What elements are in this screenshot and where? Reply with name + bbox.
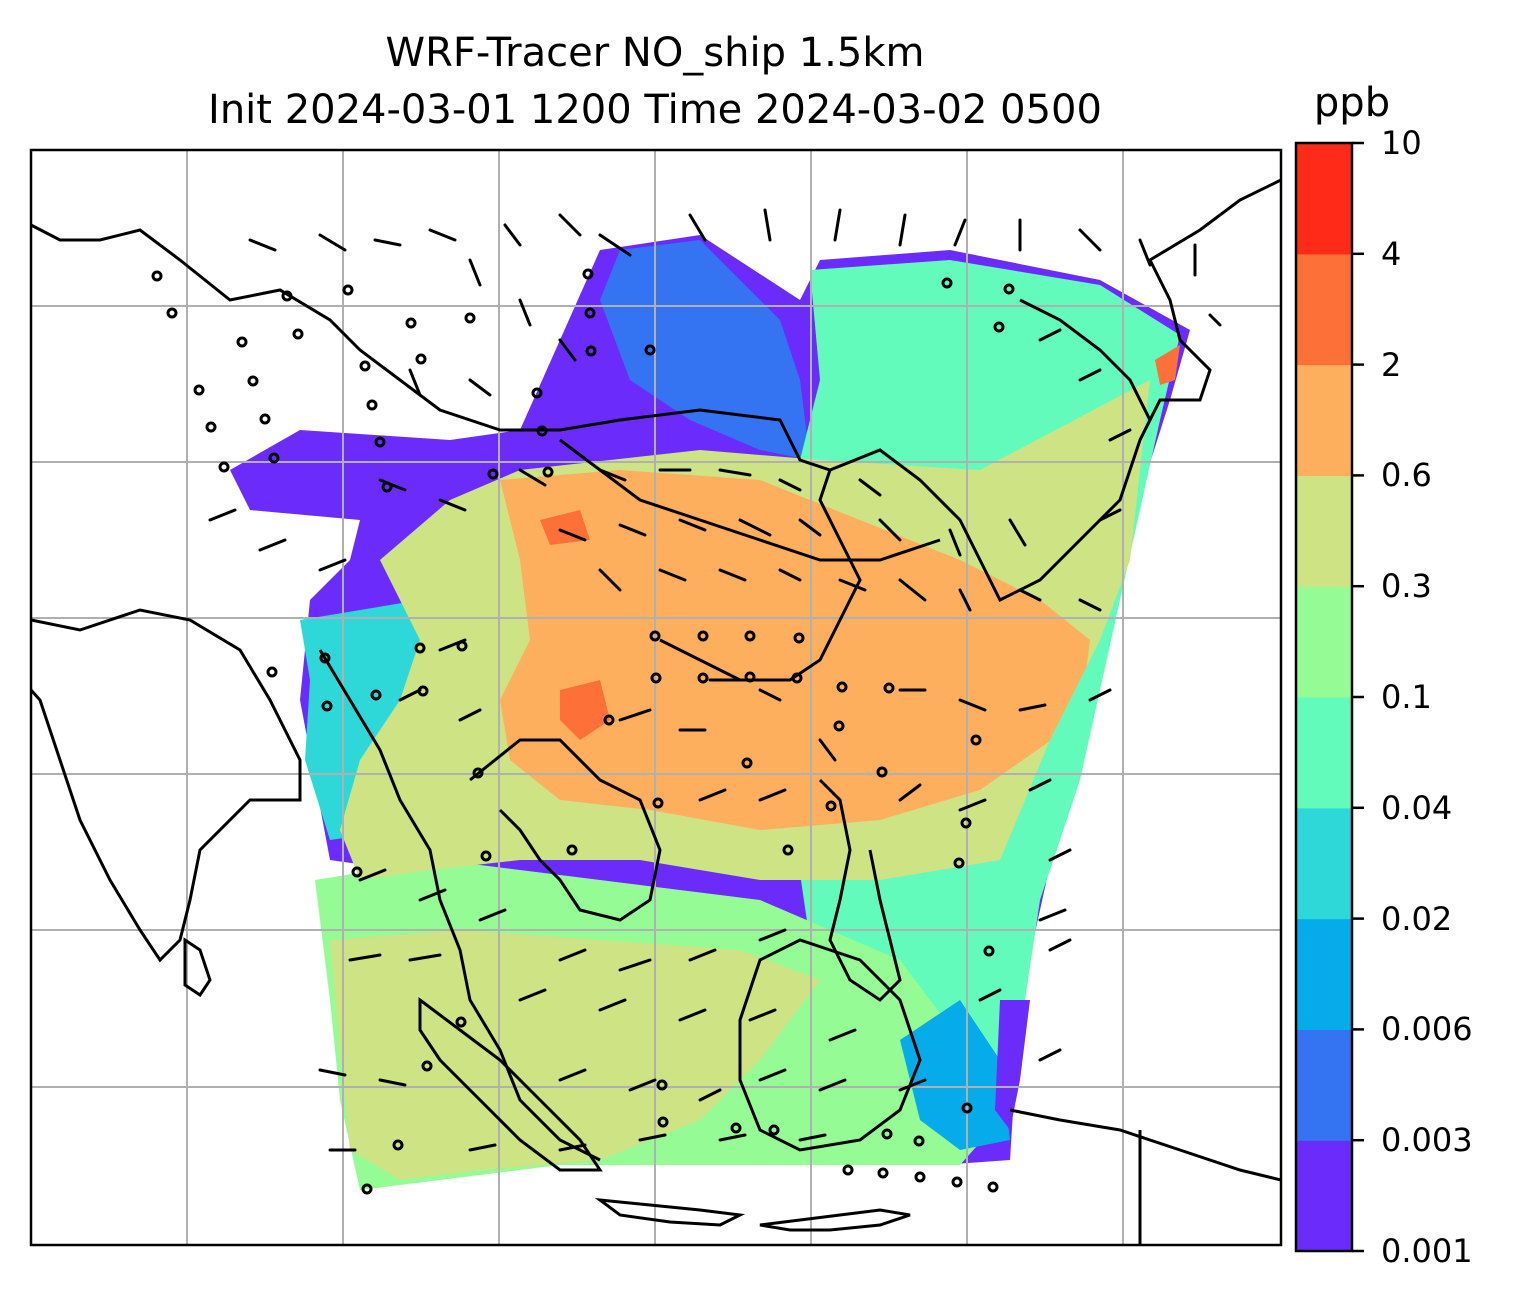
colorbar-segment	[1296, 918, 1352, 1030]
colorbar-segment	[1296, 807, 1352, 920]
coast-indochina	[469, 738, 662, 922]
calm-wind-markers	[151, 268, 1015, 1195]
colorbar-segment	[1296, 1029, 1352, 1141]
colorbar-tick-label: 4	[1381, 234, 1402, 273]
field-low-east	[600, 240, 810, 460]
colorbar-segments	[1296, 143, 1352, 1252]
wind-barbs	[208, 208, 1222, 1152]
field-core-orange	[500, 470, 1090, 830]
colorbar-segment	[1296, 364, 1352, 476]
colorbar-tick-label: 0.04	[1381, 788, 1453, 827]
map-title-line1: WRF-Tracer NO_ship 1.5km	[385, 30, 925, 76]
colorbar-ticks	[1352, 141, 1364, 1253]
field-south-yellow	[330, 930, 820, 1180]
coast-borneo	[738, 938, 922, 1152]
coast-new-guinea	[1009, 1108, 1281, 1182]
map-gridlines	[31, 150, 1281, 1245]
colorbar-tick-label: 0.003	[1381, 1121, 1473, 1160]
colorbar	[1294, 141, 1364, 1253]
coast-china-inner	[559, 438, 941, 562]
colorbar-tick-label: 0.1	[1381, 678, 1432, 716]
colorbar-segment	[1296, 143, 1352, 255]
field-hot-spot-3	[1155, 345, 1180, 385]
coast-philippines	[818, 778, 902, 1002]
coast-arabian-north	[31, 178, 1281, 603]
coast-java	[594, 1197, 746, 1227]
colorbar-tick-label: 0.02	[1381, 899, 1453, 938]
coast-japan-korea	[1019, 298, 1152, 421]
map-title-line2: Init 2024-03-01 1200 Time 2024-03-02 050…	[208, 87, 1102, 133]
colorbar-tick-label: 10	[1381, 124, 1422, 162]
map-frame	[29, 148, 1283, 1247]
coast-bay-east	[318, 649, 601, 1162]
colorbar-segment	[1296, 475, 1352, 587]
coast-vietnam	[659, 469, 862, 682]
field-purple-southeast	[995, 1000, 1030, 1130]
coastlines	[31, 178, 1281, 1245]
colorbar-segment	[1296, 1140, 1352, 1252]
colorbar-tick-label: 0.3	[1381, 567, 1432, 606]
colorbar-tick-label: 0.6	[1381, 456, 1432, 495]
colorbar-units-label: ppb	[1313, 80, 1391, 126]
colorbar-segment	[1296, 697, 1352, 809]
colorbar-tick-label: 0.006	[1381, 1010, 1473, 1049]
coast-sumatra	[418, 997, 603, 1172]
colorbar-segment	[1296, 586, 1352, 698]
concentration-field	[230, 235, 1190, 1190]
colorbar-segment	[1296, 253, 1352, 366]
colorbar-tick-label: 0.001	[1381, 1232, 1473, 1270]
map-panel	[31, 150, 1281, 1245]
field-blue-southeast	[900, 1000, 1010, 1150]
field-hot-spot-1	[560, 680, 610, 740]
colorbar-tick-label: 2	[1381, 345, 1402, 384]
coast-timor	[759, 1208, 911, 1232]
coast-india	[31, 608, 302, 963]
coast-sri-lanka	[183, 937, 212, 998]
field-cyan-east-edge	[980, 640, 1100, 1000]
